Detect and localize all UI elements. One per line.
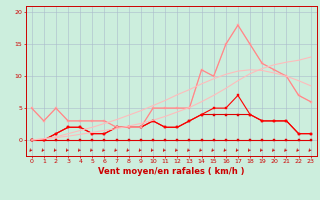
X-axis label: Vent moyen/en rafales ( km/h ): Vent moyen/en rafales ( km/h )	[98, 167, 244, 176]
